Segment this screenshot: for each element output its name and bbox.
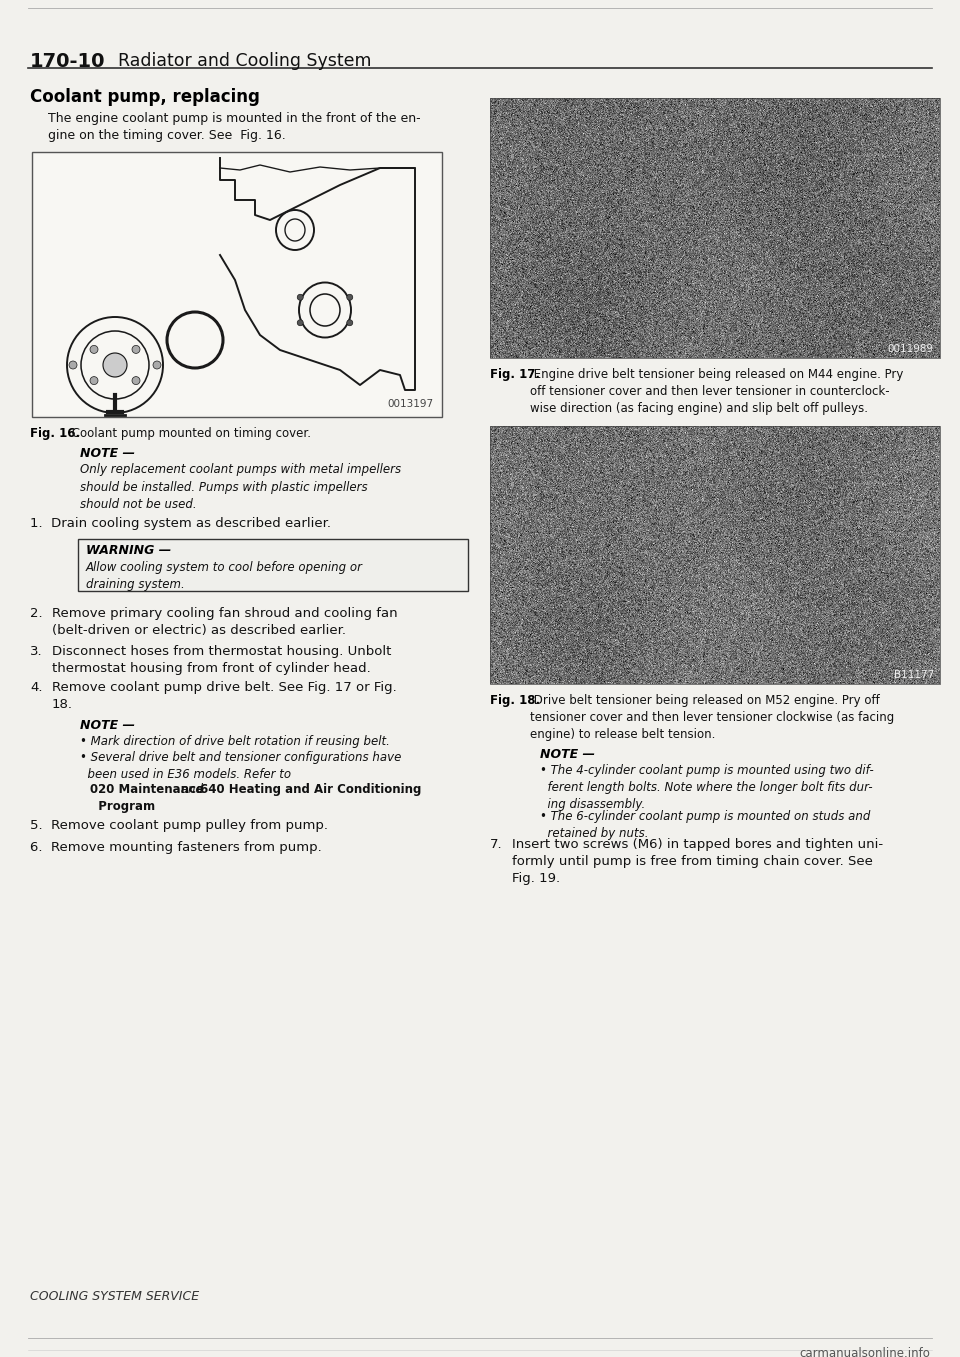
Text: Remove coolant pump drive belt. See Fig. 17 or Fig.
18.: Remove coolant pump drive belt. See Fig.… <box>52 681 396 711</box>
Text: Fig. 18.: Fig. 18. <box>490 693 540 707</box>
Circle shape <box>132 346 140 353</box>
Text: 4.: 4. <box>30 681 42 693</box>
Text: Disconnect hoses from thermostat housing. Unbolt
thermostat housing from front o: Disconnect hoses from thermostat housing… <box>52 645 392 674</box>
Text: • The 6-cylinder coolant pump is mounted on studs and
  retained by nuts.: • The 6-cylinder coolant pump is mounted… <box>540 810 871 840</box>
Text: Insert two screws (M6) in tapped bores and tighten uni-
formly until pump is fre: Insert two screws (M6) in tapped bores a… <box>512 839 883 885</box>
Circle shape <box>298 294 303 300</box>
Text: carmanualsonline.info: carmanualsonline.info <box>799 1348 930 1357</box>
Text: The engine coolant pump is mounted in the front of the en-
gine on the timing co: The engine coolant pump is mounted in th… <box>48 113 420 142</box>
Text: 170-10: 170-10 <box>30 52 106 71</box>
Text: WARNING —: WARNING — <box>86 544 171 556</box>
Text: • The 4-cylinder coolant pump is mounted using two dif-
  ferent length bolts. N: • The 4-cylinder coolant pump is mounted… <box>540 764 874 811</box>
Text: Drive belt tensioner being released on M52 engine. Pry off
tensioner cover and t: Drive belt tensioner being released on M… <box>530 693 895 741</box>
Text: 640 Heating and Air Conditioning: 640 Heating and Air Conditioning <box>200 783 421 797</box>
Text: and: and <box>177 783 206 797</box>
Bar <box>34 153 440 415</box>
Text: B11177: B11177 <box>894 670 934 680</box>
Text: • Mark direction of drive belt rotation if reusing belt.: • Mark direction of drive belt rotation … <box>80 735 390 748</box>
Text: 3.: 3. <box>30 645 42 658</box>
Text: Coolant pump, replacing: Coolant pump, replacing <box>30 88 260 106</box>
Text: COOLING SYSTEM SERVICE: COOLING SYSTEM SERVICE <box>30 1291 199 1303</box>
Circle shape <box>347 294 352 300</box>
Text: Remove primary cooling fan shroud and cooling fan
(belt-driven or electric) as d: Remove primary cooling fan shroud and co… <box>52 607 397 636</box>
Text: Coolant pump mounted on timing cover.: Coolant pump mounted on timing cover. <box>68 427 311 440</box>
Circle shape <box>69 361 77 369</box>
Text: NOTE —: NOTE — <box>540 748 595 761</box>
Circle shape <box>90 377 98 384</box>
Circle shape <box>103 353 127 377</box>
Bar <box>32 152 442 417</box>
Circle shape <box>298 320 303 326</box>
Text: Radiator and Cooling System: Radiator and Cooling System <box>118 52 372 71</box>
Circle shape <box>90 346 98 353</box>
Circle shape <box>132 377 140 384</box>
Text: 2.: 2. <box>30 607 42 620</box>
Bar <box>78 539 468 592</box>
Text: Allow cooling system to cool before opening or
draining system.: Allow cooling system to cool before open… <box>86 560 363 592</box>
Text: .: . <box>400 783 404 797</box>
Bar <box>490 426 940 684</box>
Text: 0013197: 0013197 <box>388 399 434 408</box>
Text: NOTE —: NOTE — <box>80 719 135 731</box>
Text: 0011989: 0011989 <box>888 345 934 354</box>
Text: Fig. 17.: Fig. 17. <box>490 368 540 381</box>
Text: 6.  Remove mounting fasteners from pump.: 6. Remove mounting fasteners from pump. <box>30 841 322 854</box>
Text: Engine drive belt tensioner being released on M44 engine. Pry
off tensioner cove: Engine drive belt tensioner being releas… <box>530 368 903 415</box>
Circle shape <box>347 320 352 326</box>
Text: 5.  Remove coolant pump pulley from pump.: 5. Remove coolant pump pulley from pump. <box>30 820 328 832</box>
Circle shape <box>153 361 161 369</box>
Text: NOTE —: NOTE — <box>80 446 135 460</box>
Text: 7.: 7. <box>490 839 503 851</box>
Text: • Several drive belt and tensioner configurations have
  been used in E36 models: • Several drive belt and tensioner confi… <box>80 750 401 782</box>
Text: Only replacement coolant pumps with metal impellers
should be installed. Pumps w: Only replacement coolant pumps with meta… <box>80 463 401 512</box>
Text: 1.  Drain cooling system as described earlier.: 1. Drain cooling system as described ear… <box>30 517 331 531</box>
Bar <box>490 98 940 358</box>
Text: 020 Maintenance
  Program: 020 Maintenance Program <box>90 783 204 813</box>
Text: Fig. 16.: Fig. 16. <box>30 427 80 440</box>
